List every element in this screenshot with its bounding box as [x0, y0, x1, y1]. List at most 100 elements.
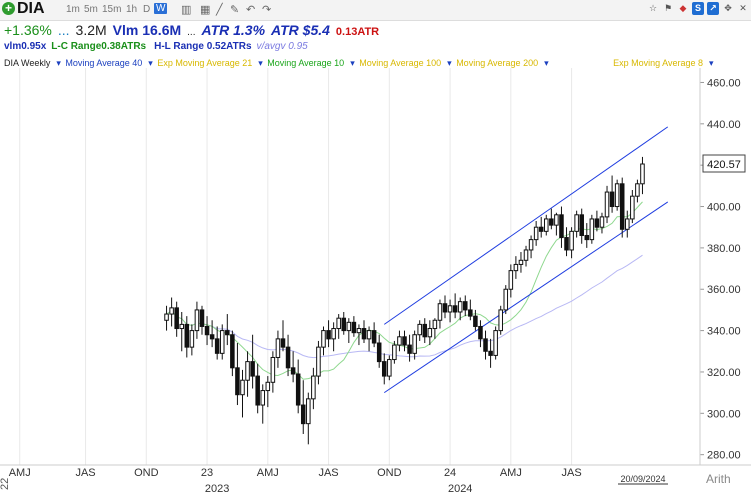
- vlm-ratio: vlm0.95x: [4, 41, 47, 52]
- candle-body: [599, 216, 605, 228]
- candle-body: [174, 307, 179, 330]
- candle-body: [179, 323, 185, 330]
- candle-body: [574, 214, 579, 232]
- candle-body: [194, 309, 200, 332]
- channel-upper-line[interactable]: [383, 126, 669, 325]
- s-icon[interactable]: S: [692, 2, 704, 15]
- candle-body: [260, 390, 266, 406]
- candle-body: [543, 218, 549, 232]
- candle-body: [351, 321, 357, 334]
- indicator-legend: DIA Weekly ▾ Moving Average 40 ▾ Exp Movin…: [4, 58, 714, 68]
- candle-body: [533, 226, 539, 241]
- candle-body: [635, 183, 640, 197]
- flag-icon[interactable]: ⚑: [663, 3, 673, 13]
- lc-range: L-C Range0.38ATRs: [51, 41, 147, 52]
- pencil-icon[interactable]: ✎: [230, 4, 240, 16]
- star-icon[interactable]: ☆: [648, 3, 658, 13]
- y-tick-label: 300.00: [707, 408, 741, 420]
- y-tick-label: 340.00: [707, 326, 741, 338]
- compare-icon[interactable]: ▦: [200, 4, 211, 16]
- candle-body: [594, 218, 600, 228]
- legend-ema8[interactable]: Exp Moving Average 8: [613, 58, 704, 68]
- candle-body: [225, 330, 230, 336]
- candle-body: [295, 373, 301, 406]
- timeframe-1m[interactable]: 1m: [66, 4, 80, 15]
- tag-icon[interactable]: ◆: [679, 3, 687, 13]
- candle-body: [513, 263, 519, 272]
- scale-label[interactable]: Arith: [706, 472, 731, 486]
- last-price-box: [702, 154, 746, 173]
- x-year-label: 2023: [205, 483, 229, 495]
- candle-body: [346, 321, 352, 332]
- candle-body: [559, 214, 564, 239]
- candle-body: [209, 334, 215, 340]
- timeframe-w[interactable]: W: [154, 3, 168, 14]
- candle-body: [483, 338, 488, 352]
- candle-body: [498, 309, 503, 332]
- candle-body: [554, 214, 559, 226]
- share-icon[interactable]: ↗: [707, 2, 719, 15]
- symbol-title[interactable]: DIA: [17, 0, 45, 17]
- candle-body: [614, 183, 620, 208]
- x-year-label: 2024: [448, 483, 472, 495]
- candle-body: [189, 330, 195, 348]
- timeframe-d[interactable]: D: [143, 4, 151, 15]
- x-tick-label: AMJ: [257, 467, 279, 479]
- candle-body: [311, 375, 316, 400]
- candle-body: [503, 288, 509, 311]
- candle-body: [361, 328, 367, 340]
- candle-body: [619, 183, 625, 230]
- candle-body: [508, 270, 514, 290]
- redo-icon[interactable]: ↷: [262, 4, 272, 16]
- draw-icon[interactable]: ╱: [216, 4, 223, 16]
- candle-body: [427, 328, 433, 338]
- candle-body: [356, 328, 362, 334]
- candle-body: [240, 379, 245, 396]
- dots-text: ...: [187, 27, 196, 38]
- candle-body: [538, 226, 544, 232]
- legend-dia-weekly[interactable]: DIA Weekly: [4, 58, 51, 68]
- y-tick-label: 320.00: [707, 367, 741, 379]
- x-tick-label: JAS: [75, 467, 95, 479]
- legend-ma10[interactable]: Moving Average 10: [267, 58, 345, 68]
- legend-ma40[interactable]: Moving Average 40: [65, 58, 143, 68]
- atr-dollar: ATR $5.4: [271, 22, 330, 38]
- undo-icon[interactable]: ↶: [246, 4, 256, 16]
- atr-raw: 0.13ATR: [335, 26, 380, 38]
- candle-body: [381, 361, 387, 377]
- x-tick-label: AMJ: [9, 467, 31, 479]
- candle-body: [422, 323, 428, 338]
- last-price-label: 420.57: [707, 159, 741, 171]
- close-icon[interactable]: ✕: [739, 3, 747, 13]
- candle-body: [214, 338, 220, 354]
- candle-body: [255, 375, 260, 406]
- candle-body: [625, 218, 630, 230]
- top-toolbar: + DIA 1m 5m 15m 1h D W ▥ ▦ ╱ ✎ ↶ ↷ ☆ ⚑ ◆…: [0, 0, 751, 21]
- candle-body: [397, 336, 402, 346]
- legend-ema21[interactable]: Exp Moving Average 21: [157, 58, 253, 68]
- more-ellipsis[interactable]: ...: [57, 22, 70, 38]
- candle-body: [290, 367, 296, 375]
- timeframe-15m[interactable]: 15m: [102, 4, 122, 15]
- candle-body: [452, 305, 458, 313]
- x-tick-label: OND: [134, 467, 159, 479]
- timeframe-1h[interactable]: 1h: [126, 4, 138, 15]
- candle-body: [609, 191, 615, 208]
- x-tick-label: 24: [444, 467, 456, 479]
- candle-body: [437, 303, 443, 321]
- candle-body: [523, 249, 529, 261]
- add-symbol-icon[interactable]: +: [2, 2, 15, 15]
- timeframe-5m[interactable]: 5m: [84, 4, 98, 15]
- chart-type-icon[interactable]: ▥: [181, 4, 192, 16]
- candle-body: [341, 317, 347, 332]
- legend-ma100[interactable]: Moving Average 100: [359, 58, 442, 68]
- candle-body: [473, 315, 478, 327]
- candle-body: [306, 398, 311, 425]
- candle-body: [493, 330, 498, 356]
- ma40-line: [166, 254, 643, 359]
- legend-ma200[interactable]: Moving Average 200: [456, 58, 539, 68]
- channel-lower-line[interactable]: [383, 201, 669, 394]
- candle-body: [528, 239, 534, 251]
- expand-icon[interactable]: ✥: [724, 3, 732, 13]
